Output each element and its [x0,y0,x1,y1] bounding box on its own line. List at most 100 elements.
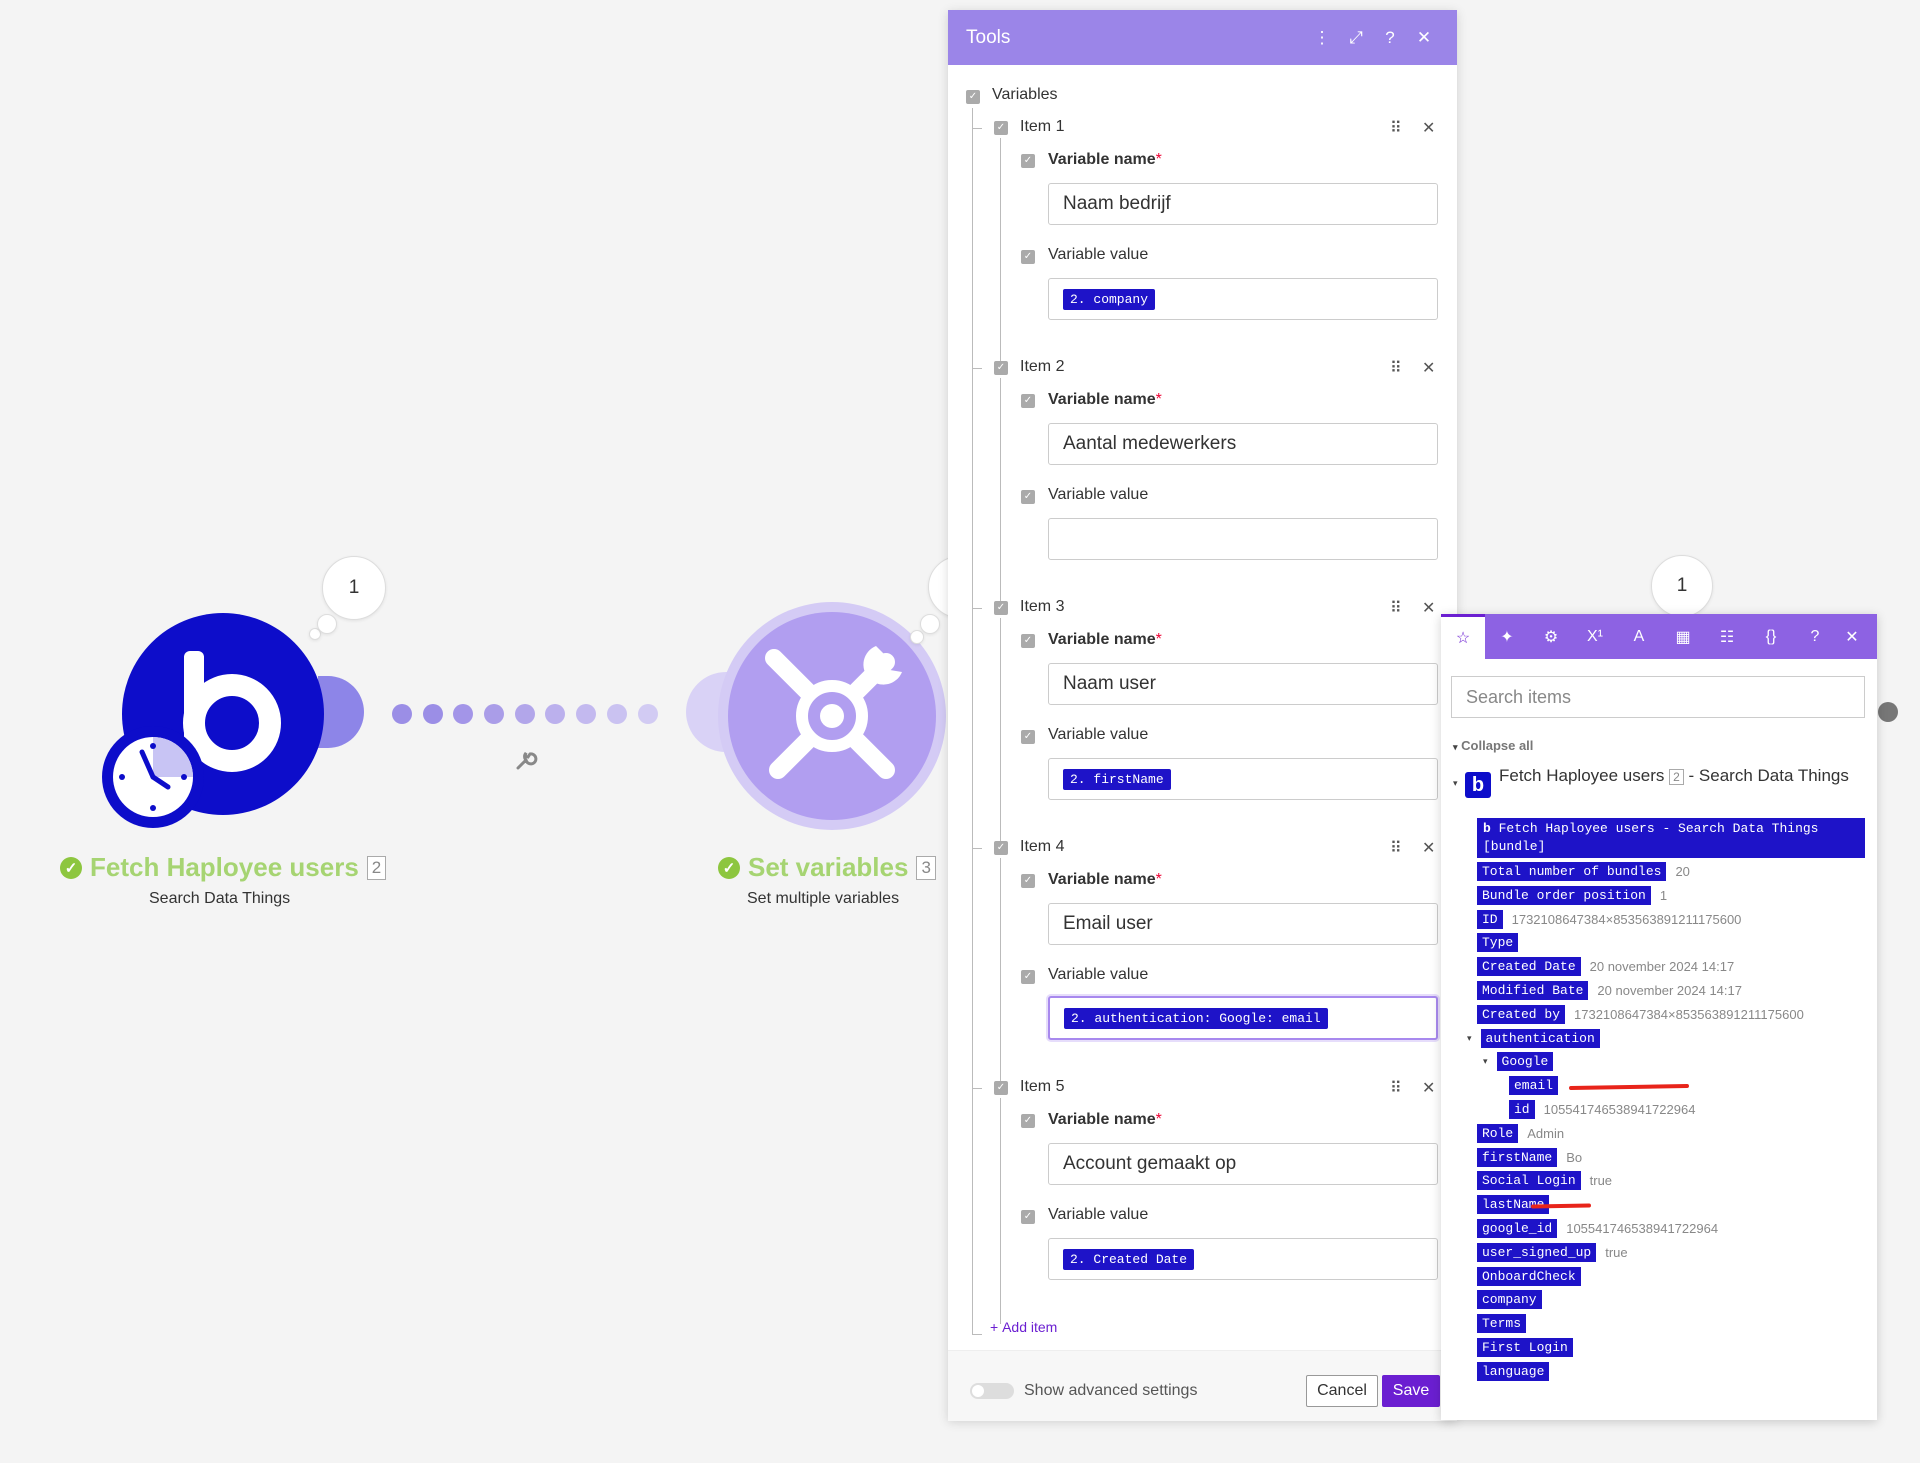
field-checkbox[interactable]: ✓ [1021,250,1035,264]
mapping-item[interactable]: Type [1477,933,1519,953]
variable-name-input[interactable]: Account gemaakt op [1048,1143,1438,1185]
collapse-all-button[interactable]: ▾ Collapse all [1453,738,1534,753]
field-checkbox[interactable]: ✓ [1021,154,1035,168]
mapping-key-pill[interactable]: email [1509,1076,1559,1096]
mapping-item[interactable]: Terms [1477,1314,1527,1334]
expand-icon[interactable]: ⤢ [1349,27,1363,47]
close-icon[interactable]: ✕ [1416,27,1432,47]
more-options-icon[interactable]: ⋮ [1313,27,1331,47]
remove-item-icon[interactable]: ✕ [1422,360,1436,377]
drag-handle-icon[interactable]: ⠿ [1390,360,1402,377]
variable-name-input[interactable]: Naam user [1048,663,1438,705]
field-checkbox[interactable]: ✓ [1021,970,1035,984]
mapping-key-pill[interactable]: Modified Bate [1477,981,1589,1000]
mapped-value-pill[interactable]: 2. Created Date [1063,1248,1195,1270]
variable-value-input[interactable]: 2. authentication: Google: email [1048,996,1438,1040]
schedule-clock-icon[interactable] [102,726,204,828]
module-title[interactable]: ✓ Set variables 3 [718,852,936,883]
close-icon[interactable]: ✕ [1845,628,1859,646]
array-functions-icon[interactable]: ☷ [1719,628,1735,646]
field-checkbox[interactable]: ✓ [1021,874,1035,888]
module-title[interactable]: ✓ Fetch Haployee users 2 [60,852,387,883]
mapping-item[interactable]: ID 1732108647384×853563891211175600 [1477,909,1741,929]
caret-down-icon[interactable]: ▾ [1467,1032,1472,1043]
set-variables-module[interactable] [718,602,946,830]
mapping-item[interactable]: First Login [1477,1338,1573,1357]
mapping-item[interactable]: ▾ Google [1483,1052,1554,1072]
mapping-key-pill[interactable]: Google [1496,1052,1554,1072]
remove-item-icon[interactable]: ✕ [1422,600,1436,617]
remove-item-icon[interactable]: ✕ [1422,840,1436,857]
mapping-key-pill[interactable]: Bundle order position [1477,885,1651,905]
operations-count-bubble[interactable]: 1 [1651,555,1713,617]
cancel-button[interactable]: Cancel [1306,1375,1378,1407]
mapping-key-pill[interactable]: firstName [1477,1147,1558,1167]
mapping-item[interactable]: company [1477,1290,1542,1310]
mapping-key-pill[interactable]: Terms [1477,1314,1527,1334]
mapping-key-pill[interactable]: company [1477,1290,1542,1310]
drag-handle-icon[interactable]: ⠿ [1390,600,1402,617]
variable-value-input[interactable]: 2. company [1048,278,1438,320]
mapping-item[interactable]: firstName Bo [1477,1147,1582,1167]
variable-value-input[interactable] [1048,518,1438,560]
mapping-key-pill[interactable]: OnboardCheck [1477,1266,1581,1286]
mapping-key-pill[interactable]: Social Login [1477,1171,1581,1191]
mapping-item[interactable]: Role Admin [1477,1123,1564,1143]
help-icon[interactable]: ? [1385,27,1395,47]
mapping-item[interactable]: Created Date 20 november 2024 14:17 [1477,957,1734,977]
save-button[interactable]: Save [1382,1375,1440,1407]
mapping-item[interactable]: Total number of bundles 20 [1477,862,1690,881]
mapping-key-pill[interactable]: ID [1477,909,1503,929]
mapping-item[interactable]: google_id 105541746538941722964 [1477,1219,1718,1238]
field-checkbox[interactable]: ✓ [1021,394,1035,408]
mapping-item[interactable]: ▾ authentication [1467,1028,1600,1048]
caret-down-icon[interactable]: ▾ [1483,1056,1488,1067]
mapping-item[interactable]: Bundle order position 1 [1477,885,1667,905]
date-functions-icon[interactable]: ▦ [1675,628,1691,646]
mapping-item[interactable]: Modified Bate 20 november 2024 14:17 [1477,981,1742,1000]
help-icon[interactable]: ? [1810,627,1820,645]
field-checkbox[interactable]: ✓ [1021,1114,1035,1128]
mapped-value-pill[interactable]: 2. firstName [1063,768,1171,790]
mapping-key-pill[interactable]: lastName [1477,1195,1550,1215]
add-item-button[interactable]: + Add item [990,1319,1058,1335]
mapping-item[interactable]: user_signed_up true [1477,1242,1628,1262]
mapping-item[interactable]: email [1509,1076,1559,1096]
drag-handle-icon[interactable]: ⠿ [1390,1080,1402,1097]
mapping-key-pill[interactable]: Type [1477,933,1519,953]
route-settings-wrench-icon[interactable] [512,748,538,774]
operations-count-bubble[interactable]: 1 [322,556,386,620]
math-functions-icon[interactable]: X¹ [1587,627,1603,645]
mapping-item[interactable]: OnboardCheck [1477,1266,1581,1286]
item-checkbox[interactable]: ✓ [994,361,1008,375]
mapping-key-pill[interactable]: Created by [1477,1004,1566,1024]
item-checkbox[interactable]: ✓ [994,1081,1008,1095]
favorites-star-icon[interactable]: ☆ [1441,614,1485,659]
search-items-input[interactable]: Search items [1451,676,1865,718]
mapping-key-pill[interactable]: Total number of bundles [1477,862,1667,881]
mapping-key-pill[interactable]: language [1477,1361,1550,1381]
mapping-key-pill[interactable]: Role [1477,1123,1519,1143]
variable-name-input[interactable]: Email user [1048,903,1438,945]
mapped-value-pill[interactable]: 2. company [1063,288,1156,310]
mapping-item[interactable]: Created by 1732108647384×8535638912111756… [1477,1004,1804,1024]
remove-item-icon[interactable]: ✕ [1422,120,1436,137]
mapping-item[interactable]: id 105541746538941722964 [1509,1100,1695,1119]
gear-icon[interactable]: ⚙ [1543,628,1559,646]
mapped-value-pill[interactable]: 2. authentication: Google: email [1064,1007,1328,1029]
item-checkbox[interactable]: ✓ [994,841,1008,855]
variable-name-input[interactable]: Naam bedrijf [1048,183,1438,225]
ai-sparkle-icon[interactable]: ✦ [1500,628,1514,646]
item-checkbox[interactable]: ✓ [994,121,1008,135]
mapping-key-pill[interactable]: id [1509,1100,1535,1119]
variable-value-input[interactable]: 2. Created Date [1048,1238,1438,1280]
bundle-header-pill[interactable]: b Fetch Haployee users - Search Data Thi… [1477,818,1865,858]
item-checkbox[interactable]: ✓ [994,601,1008,615]
mapping-key-pill[interactable]: google_id [1477,1219,1558,1238]
advanced-settings-toggle[interactable] [970,1383,1014,1399]
text-functions-icon[interactable]: A [1633,627,1645,645]
mapping-key-pill[interactable]: authentication [1480,1028,1600,1048]
mapping-key-pill[interactable]: Created Date [1477,957,1581,977]
drag-handle-icon[interactable]: ⠿ [1390,840,1402,857]
remove-item-icon[interactable]: ✕ [1422,1080,1436,1097]
